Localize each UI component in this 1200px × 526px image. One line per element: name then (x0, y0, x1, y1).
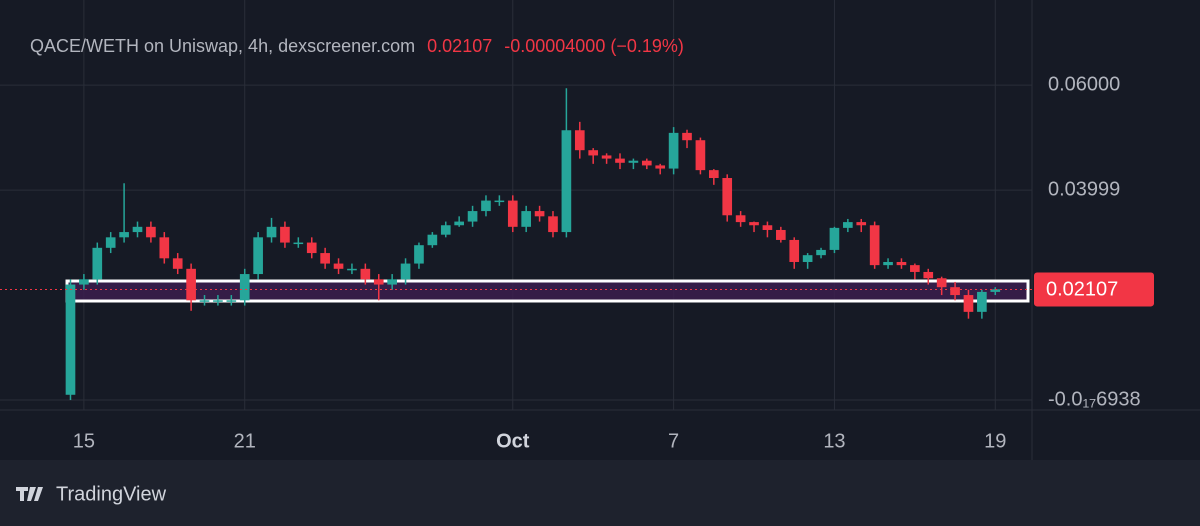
x-tick-label: 7 (668, 430, 679, 452)
candle-body (467, 211, 478, 222)
candle-body (708, 170, 719, 179)
x-tick-label: 21 (234, 430, 256, 452)
candle-body (802, 255, 813, 262)
candle-body (990, 289, 1001, 292)
x-tick-label: Oct (496, 430, 530, 452)
candle-body (655, 165, 666, 169)
x-tick-label: 15 (73, 430, 95, 452)
candle-body (896, 261, 907, 266)
candle-body (199, 300, 210, 302)
x-tick-label: 19 (984, 430, 1006, 452)
candle-body (615, 158, 625, 163)
header-change: -0.00004000 (−0.19%) (504, 36, 684, 56)
candle-body (213, 300, 223, 302)
candle-body (856, 222, 867, 226)
chart-header: QACE/WETH on Uniswap, 4h, dexscreener.co… (30, 36, 684, 56)
candle-body (226, 300, 237, 302)
candle-body (360, 268, 371, 280)
candle-body (454, 221, 464, 226)
candle-body (816, 249, 826, 256)
candle-body (923, 271, 934, 279)
candle-body (548, 216, 558, 233)
y-tick-label: -0.0₁₇6938 (1048, 388, 1141, 410)
candle-body (347, 268, 357, 271)
brand-logo: TradingView (16, 483, 167, 505)
candle-body (883, 261, 893, 266)
candle-body (574, 130, 585, 151)
last-price-badge (1034, 272, 1154, 307)
candle-body (695, 140, 706, 171)
y-tick-label: 0.03999 (1048, 178, 1120, 200)
candle-body (132, 226, 143, 233)
candle-body (936, 278, 947, 288)
candle-body (977, 291, 987, 312)
y-tick-label: 0.06000 (1048, 73, 1120, 95)
candle-body (910, 265, 920, 272)
candle-body (280, 226, 290, 243)
candle-body (306, 242, 317, 254)
candle-body (601, 155, 612, 159)
candle-body (440, 225, 451, 235)
candle-body (749, 222, 759, 226)
candle-body (521, 211, 532, 227)
candle-body (534, 211, 545, 217)
candle-body (333, 263, 344, 269)
candle-body (239, 274, 250, 301)
candle-body (641, 160, 652, 166)
header-price: 0.02107 (427, 36, 492, 56)
candle-body (735, 215, 746, 223)
candle-body (829, 227, 840, 250)
candle-body (869, 225, 880, 266)
candle-body (65, 284, 76, 395)
candle-body (427, 234, 438, 246)
brand-icon (16, 487, 43, 501)
candle-body (266, 226, 277, 238)
candle-body (79, 279, 89, 285)
last-price-label: 0.02107 (1046, 279, 1118, 301)
candle-body (320, 253, 330, 264)
x-tick-label: 13 (823, 430, 845, 452)
candle-body (494, 200, 505, 203)
candle-body (481, 200, 491, 212)
candle-body (507, 200, 518, 227)
candle-body (119, 232, 129, 238)
candle-body (789, 239, 800, 262)
brand-name: TradingView (56, 483, 167, 505)
candle-body (843, 222, 853, 228)
candle-body (387, 279, 397, 285)
candle-body (628, 160, 639, 163)
chart-title: QACE/WETH on Uniswap, 4h, dexscreener.co… (30, 36, 415, 56)
candle-body (105, 237, 116, 248)
candle-body (186, 268, 196, 301)
candle-body (588, 150, 599, 156)
candle-body (146, 226, 156, 238)
chart-background (0, 0, 1200, 460)
candle-body (253, 237, 263, 275)
candle-body (668, 132, 679, 169)
candle-body (400, 263, 411, 280)
candle-body (762, 225, 773, 230)
candle-body (682, 132, 692, 141)
candles (65, 88, 1001, 401)
candle-body (722, 178, 733, 216)
support-zone (65, 279, 1030, 303)
candle-body (159, 237, 170, 259)
candle-body (963, 295, 974, 312)
candle-body (172, 258, 183, 269)
candle-body (561, 130, 572, 233)
candle-body (776, 229, 786, 240)
candle-body (293, 242, 304, 245)
footer-background (0, 460, 1200, 526)
candle-body (92, 247, 103, 280)
candle-body (373, 279, 384, 285)
candle-body (950, 287, 960, 296)
candle-body (414, 245, 424, 264)
